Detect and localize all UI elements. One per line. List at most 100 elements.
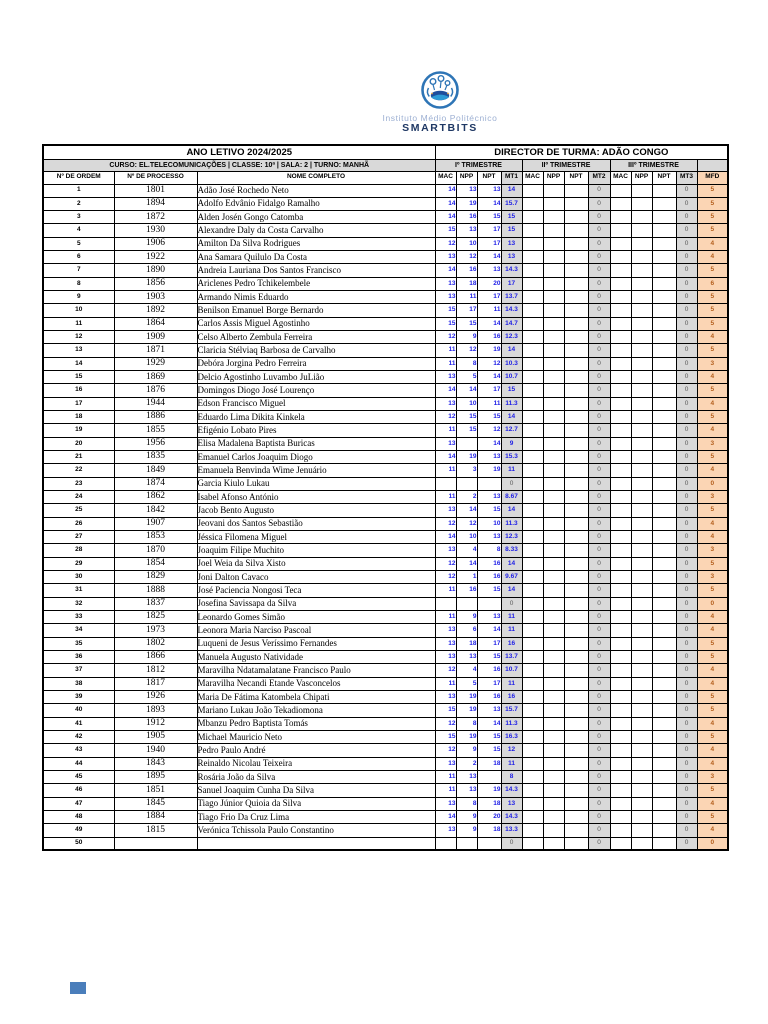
mfd-cell: 3 xyxy=(696,356,729,372)
order-number-cell: 48 xyxy=(42,809,115,825)
npp2-cell xyxy=(542,823,565,838)
process-number-cell: 1801 xyxy=(113,183,198,198)
mac3-cell xyxy=(609,330,632,345)
npp1-cell xyxy=(455,476,478,492)
mfd-cell: 5 xyxy=(696,383,729,398)
mac1-cell: 11 xyxy=(434,769,457,785)
npt3-cell xyxy=(651,316,677,332)
mfd-cell: 5 xyxy=(696,649,729,665)
order-number-cell: 10 xyxy=(42,303,115,318)
process-number-cell: 1856 xyxy=(113,276,198,292)
npt2-cell xyxy=(563,783,589,798)
mfd-cell: 5 xyxy=(696,450,729,465)
npp1-cell: 10 xyxy=(455,530,478,545)
col-header-npp-2: NPP xyxy=(542,170,565,185)
order-number-cell: 29 xyxy=(42,556,115,572)
student-name-cell: Sanuel Joaquim Cunha Da Silva xyxy=(196,783,436,798)
npt3-cell xyxy=(651,490,677,505)
npt2-cell xyxy=(563,556,589,572)
npp1-cell: 16 xyxy=(455,583,478,598)
mt1-cell: 14.7 xyxy=(500,316,523,332)
npt1-cell: 14 xyxy=(476,250,502,265)
mac3-cell xyxy=(609,316,632,332)
npp1-cell: 18 xyxy=(455,636,478,651)
mac2-cell xyxy=(521,543,544,558)
npt1-cell: 15 xyxy=(476,410,502,425)
npt2-cell xyxy=(563,250,589,265)
brand-name: SMARTBITS xyxy=(402,122,478,135)
mt2-cell: 0 xyxy=(587,783,611,798)
npt3-cell xyxy=(651,436,677,452)
npt2-cell xyxy=(563,210,589,225)
mt3-cell: 0 xyxy=(675,716,698,731)
mt1-cell: 12.7 xyxy=(500,423,523,438)
mac2-cell xyxy=(521,330,544,345)
npt2-cell xyxy=(563,609,589,625)
npp1-cell xyxy=(455,836,478,851)
mfd-cell: 5 xyxy=(696,316,729,332)
order-number-cell: 18 xyxy=(42,410,115,425)
mfd-cell: 4 xyxy=(696,250,729,265)
order-number-cell: 36 xyxy=(42,649,115,665)
mfd-cell: 4 xyxy=(696,663,729,678)
npt1-cell: 19 xyxy=(476,343,502,358)
mac3-cell xyxy=(609,676,632,691)
npt1-cell: 14 xyxy=(476,436,502,452)
student-name-cell: Joaquim Filipe Muchito xyxy=(196,543,436,558)
npp3-cell xyxy=(630,223,653,238)
mac1-cell: 11 xyxy=(434,423,457,438)
process-number-cell: 1845 xyxy=(113,796,198,811)
npt1-cell: 15 xyxy=(476,503,502,518)
npt3-cell xyxy=(651,223,677,238)
mac3-cell xyxy=(609,649,632,665)
col-header-mt1: MT1 xyxy=(500,170,523,185)
student-name-cell: Delcio Agostinho Luvambo JuLião xyxy=(196,370,436,385)
npp3-cell xyxy=(630,609,653,625)
col-header-npt-1: NPT xyxy=(476,170,502,185)
npp3-cell xyxy=(630,516,653,532)
mac2-cell xyxy=(521,383,544,398)
npp3-cell xyxy=(630,450,653,465)
mt3-cell: 0 xyxy=(675,410,698,425)
mt1-cell: 16.3 xyxy=(500,729,523,745)
mt3-cell: 0 xyxy=(675,436,698,452)
student-row: 4 1930 Alexandre Daly da Costa Carvalho … xyxy=(42,223,729,238)
process-number-cell: 1825 xyxy=(113,609,198,625)
mac2-cell xyxy=(521,183,544,198)
npt2-cell xyxy=(563,596,589,612)
mt2-cell: 0 xyxy=(587,743,611,758)
npt3-cell xyxy=(651,370,677,385)
npt3-cell xyxy=(651,729,677,745)
npt3-cell xyxy=(651,663,677,678)
npt2-cell xyxy=(563,396,589,412)
npt1-cell: 14 xyxy=(476,370,502,385)
mt1-cell: 14.3 xyxy=(500,263,523,278)
student-row: 34 1973 Leonora Maria Narciso Pascoal 13… xyxy=(42,623,729,638)
mac3-cell xyxy=(609,809,632,825)
npt2-cell xyxy=(563,703,589,718)
npp3-cell xyxy=(630,356,653,372)
npt2-cell xyxy=(563,729,589,745)
npt3-cell xyxy=(651,783,677,798)
mt1-cell: 11 xyxy=(500,676,523,691)
mt2-cell: 0 xyxy=(587,663,611,678)
mfd-cell: 4 xyxy=(696,716,729,731)
npt2-cell xyxy=(563,463,589,478)
npt3-cell xyxy=(651,330,677,345)
mac3-cell xyxy=(609,743,632,758)
mt1-cell: 12 xyxy=(500,743,523,758)
student-row: 32 1837 Josefina Savissapa da Silva 0 0 … xyxy=(42,596,729,612)
npp3-cell xyxy=(630,836,653,851)
npt1-cell: 11 xyxy=(476,303,502,318)
npp1-cell: 8 xyxy=(455,796,478,811)
order-number-cell: 6 xyxy=(42,250,115,265)
mac1-cell: 12 xyxy=(434,556,457,572)
mac1-cell: 13 xyxy=(434,636,457,651)
mt2-cell: 0 xyxy=(587,396,611,412)
npt1-cell: 16 xyxy=(476,689,502,705)
npt2-cell xyxy=(563,356,589,372)
npp2-cell xyxy=(542,809,565,825)
order-number-cell: 16 xyxy=(42,383,115,398)
npp3-cell xyxy=(630,290,653,305)
student-name-cell: Celso Alberto Zembula Ferreira xyxy=(196,330,436,345)
